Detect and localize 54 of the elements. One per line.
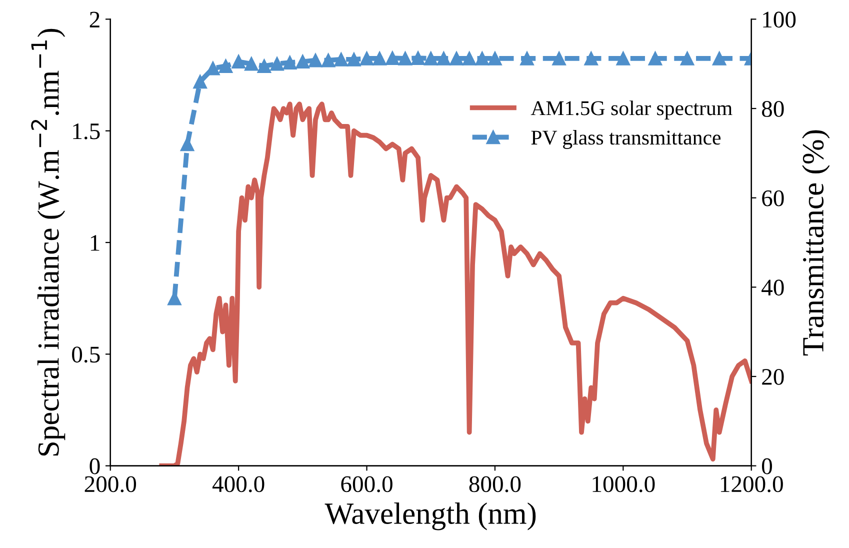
y-tick-label: 1.5 bbox=[73, 123, 100, 140]
y2-tick-label: 0 bbox=[762, 458, 772, 474]
x-tick-label: 600.0 bbox=[341, 476, 392, 492]
point bbox=[360, 52, 374, 66]
x-tick-label: 1000.0 bbox=[592, 476, 655, 492]
point bbox=[308, 53, 322, 68]
y2-tick-label: 60 bbox=[762, 190, 784, 206]
point bbox=[520, 52, 534, 66]
point bbox=[282, 56, 297, 70]
y-tick-label: 0 bbox=[90, 458, 100, 474]
x-tick-label: 400.0 bbox=[212, 476, 264, 492]
y2-tick-label: 40 bbox=[762, 280, 784, 296]
y2-tick-label: 100 bbox=[763, 12, 796, 28]
point bbox=[193, 74, 208, 89]
point bbox=[648, 52, 662, 66]
y2-axis-title: Transmittance (%) bbox=[802, 130, 830, 356]
point bbox=[616, 52, 630, 66]
legend-label: AM1.5G solar spectrum bbox=[530, 100, 732, 120]
point bbox=[398, 52, 412, 66]
point bbox=[584, 52, 598, 66]
legend-label: PV glass transmittance bbox=[531, 130, 721, 149]
y-tick-label: 2 bbox=[90, 12, 100, 28]
y2-tick-label: 20 bbox=[762, 368, 784, 385]
point bbox=[411, 51, 425, 65]
x-tick-label: 200.0 bbox=[84, 476, 136, 492]
y-tick-label: 0.5 bbox=[72, 346, 100, 363]
point bbox=[180, 137, 194, 152]
y-axis-title: Spectral irradiance (W.m$^{−2}$.nm$^{−1}$) bbox=[31, 28, 66, 456]
point bbox=[385, 51, 400, 65]
x-axis-title: Wavelength (nm) bbox=[324, 502, 536, 530]
point bbox=[680, 52, 694, 66]
point bbox=[296, 54, 310, 69]
point bbox=[257, 59, 272, 74]
point bbox=[712, 52, 726, 66]
point bbox=[244, 56, 258, 71]
point bbox=[462, 52, 476, 66]
point bbox=[218, 59, 233, 74]
line-series bbox=[159, 102, 752, 466]
point bbox=[475, 52, 490, 66]
y-tick-label: 1 bbox=[90, 235, 100, 251]
y2-tick-label: 80 bbox=[762, 100, 784, 117]
point bbox=[232, 54, 246, 69]
point bbox=[372, 52, 387, 66]
point bbox=[347, 52, 361, 66]
point bbox=[488, 52, 502, 66]
point bbox=[552, 52, 566, 66]
x-tick-label: 800.0 bbox=[469, 476, 521, 492]
point bbox=[450, 52, 464, 66]
point bbox=[321, 53, 336, 68]
x-tick-label: 1200.0 bbox=[720, 476, 783, 492]
point bbox=[334, 52, 348, 66]
point bbox=[436, 52, 451, 66]
point bbox=[270, 56, 284, 71]
point bbox=[424, 52, 438, 66]
